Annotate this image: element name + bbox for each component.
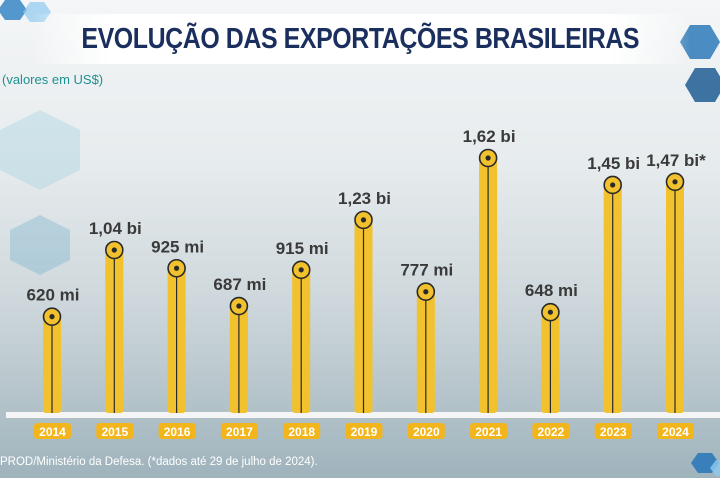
year-tag-bg-2024: [657, 423, 694, 439]
bar-marker-dot-2017: [236, 303, 242, 309]
x-tick-label-2021: 2021: [475, 425, 502, 439]
x-axis-line: [6, 412, 720, 418]
data-label-2020: 777 mi: [400, 261, 453, 280]
data-label-2021: 1,62 bi: [463, 127, 516, 146]
x-tick-label-2019: 2019: [351, 425, 378, 439]
bar-marker-dot-2022: [547, 309, 554, 315]
chart-title: EVOLUÇÃO DAS EXPORTAÇÕES BRASILEIRAS: [81, 22, 639, 55]
bar-marker-dot-2021: [485, 155, 491, 161]
bar-marker-dot-2024: [672, 179, 678, 185]
year-tag-bg-2023: [594, 423, 632, 439]
chart-subtitle: (valores em US$): [2, 72, 104, 87]
x-tick-label-2017: 2017: [226, 425, 253, 439]
bar-marker-dot-2018: [298, 267, 304, 273]
bar-marker-dot-2023: [610, 182, 616, 188]
year-tag-bg-2016: [158, 423, 196, 439]
x-tick-label-2015: 2015: [101, 425, 128, 439]
x-tick-label-2022: 2022: [538, 425, 565, 439]
data-label-2014: 620 mi: [27, 286, 80, 305]
bar-marker-dot-2020: [423, 289, 429, 295]
data-label-2018: 915 mi: [276, 239, 329, 258]
x-tick-label-2018: 2018: [288, 425, 315, 439]
year-tag-bg-2019: [345, 423, 383, 439]
year-tag-bg-2021: [470, 423, 508, 439]
x-tick-label-2024: 2024: [662, 425, 689, 439]
x-tick-label-2020: 2020: [413, 425, 440, 439]
bar-marker-dot-2016: [174, 265, 180, 271]
hexagon-decoration-left-icon: [0, 110, 80, 275]
x-tick-label-2016: 2016: [164, 425, 191, 439]
year-tag-bg-2017: [220, 423, 258, 439]
data-label-2017: 687 mi: [213, 275, 266, 294]
title-band: EVOLUÇÃO DAS EXPORTAÇÕES BRASILEIRAS: [30, 14, 690, 64]
year-tag-bg-2014: [34, 423, 71, 439]
year-tag-bg-2018: [283, 423, 321, 439]
bar-marker-dot-2019: [360, 217, 367, 223]
data-label-2019: 1,23 bi: [338, 189, 391, 208]
data-label-2016: 925 mi: [151, 237, 204, 256]
bar-marker-dot-2014: [49, 314, 55, 320]
data-label-2024: 1,47 bi*: [646, 151, 706, 170]
year-tag-bg-2015: [96, 423, 134, 439]
x-tick-label-2014: 2014: [39, 425, 66, 439]
source-note: PROD/Ministério da Defesa. (*dados até 2…: [0, 456, 318, 468]
data-label-2023: 1,45 bi: [587, 154, 640, 173]
bar-marker-dot-2015: [111, 247, 117, 253]
year-tag-bg-2022: [532, 423, 570, 439]
hexagon-decoration-top-right-icon: [680, 25, 720, 102]
x-tick-label-2023: 2023: [600, 425, 627, 439]
hexagon-decoration-bottom-right-icon: [691, 453, 720, 476]
data-label-2015: 1,04 bi: [89, 219, 142, 238]
year-tag-bg-2020: [407, 423, 445, 439]
data-label-2022: 648 mi: [525, 281, 578, 300]
